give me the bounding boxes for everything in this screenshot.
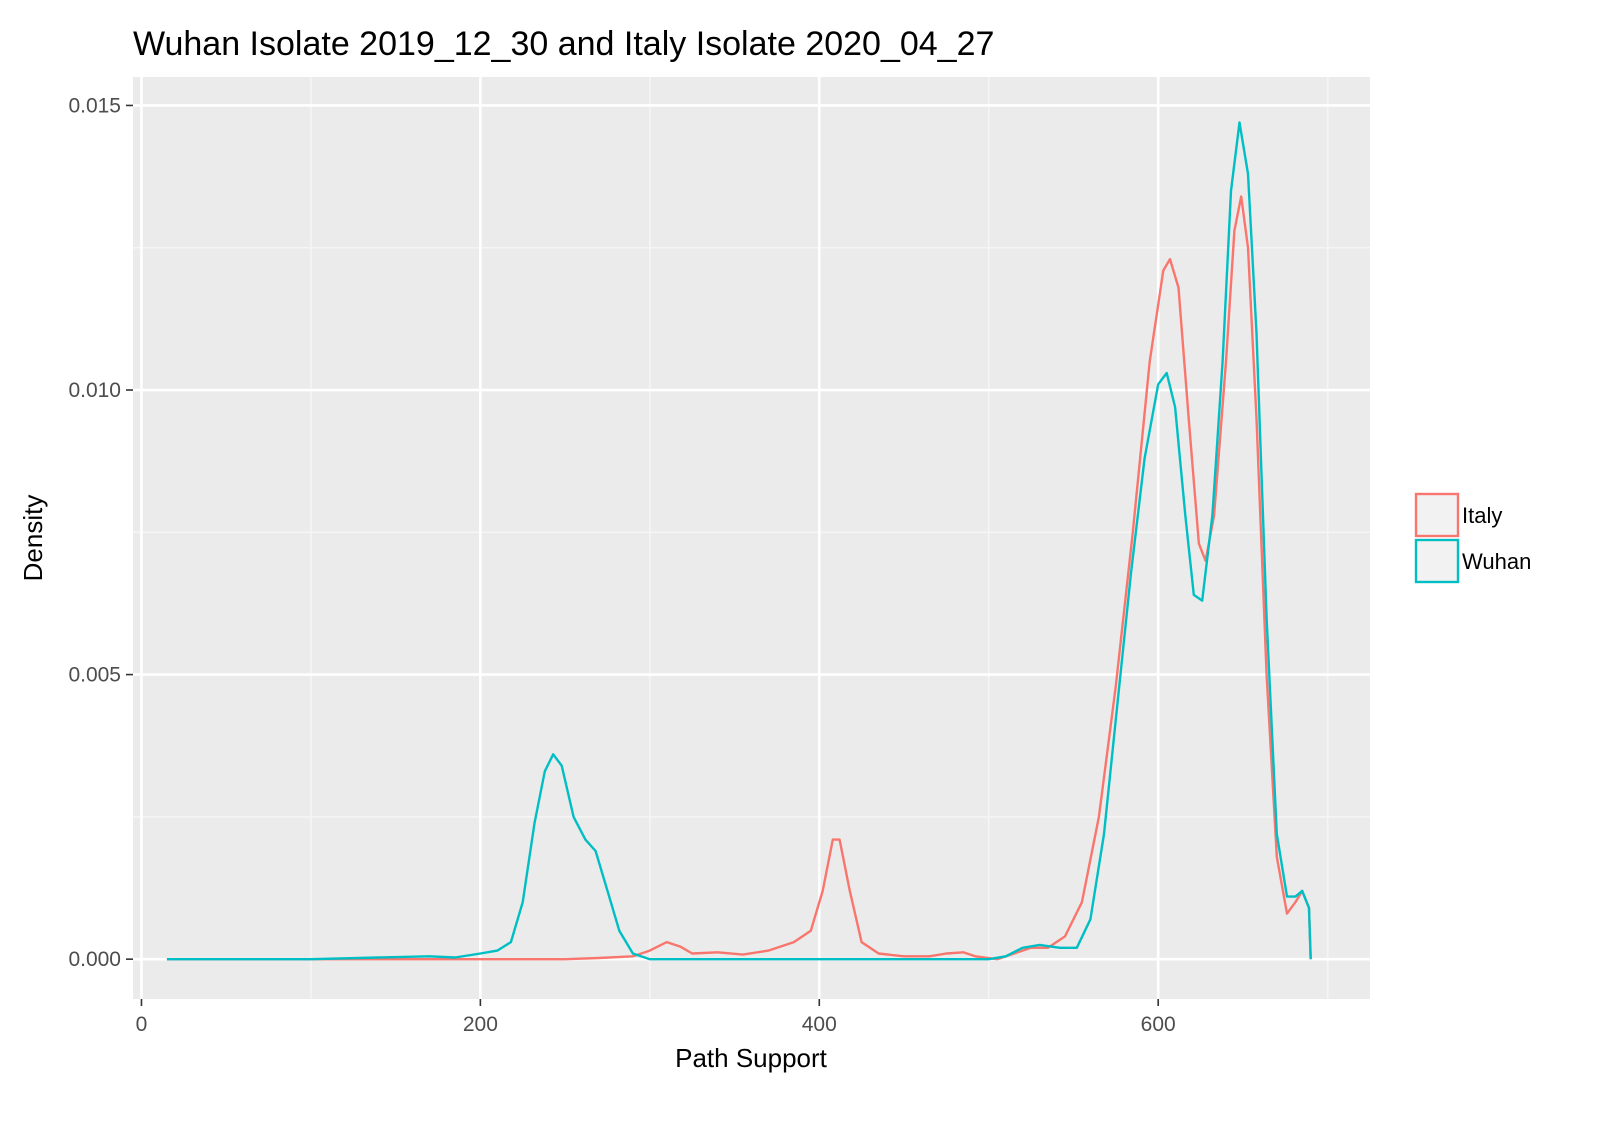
y-tick-label: 0.015	[68, 94, 121, 117]
legend-key-wuhan	[1414, 538, 1460, 584]
x-axis: 0 200 400 600	[136, 999, 1176, 1036]
x-tick-label: 400	[802, 1013, 837, 1036]
series-line-italy	[166, 195, 1312, 961]
grid-minor	[133, 77, 1370, 999]
y-axis: 0.000 0.005 0.010 0.015	[68, 94, 133, 971]
series-lines	[166, 121, 1312, 961]
legend-label-wuhan: Wuhan	[1462, 549, 1531, 574]
series-line-wuhan	[166, 121, 1312, 961]
y-tick-label: 0.010	[68, 379, 121, 402]
y-axis-title: Density	[18, 495, 48, 582]
legend-label-italy: Italy	[1462, 503, 1502, 528]
x-tick-label: 200	[463, 1013, 498, 1036]
y-tick-label: 0.005	[68, 664, 121, 687]
x-axis-title: Path Support	[675, 1043, 828, 1073]
plot-panel	[133, 77, 1370, 999]
legend-key-italy	[1414, 492, 1460, 538]
legend: Italy Wuhan	[1414, 492, 1531, 584]
chart-title: Wuhan Isolate 2019_12_30 and Italy Isola…	[133, 25, 994, 63]
x-tick-label: 0	[136, 1013, 148, 1036]
y-tick-label: 0.000	[68, 948, 121, 971]
x-tick-label: 600	[1141, 1013, 1176, 1036]
